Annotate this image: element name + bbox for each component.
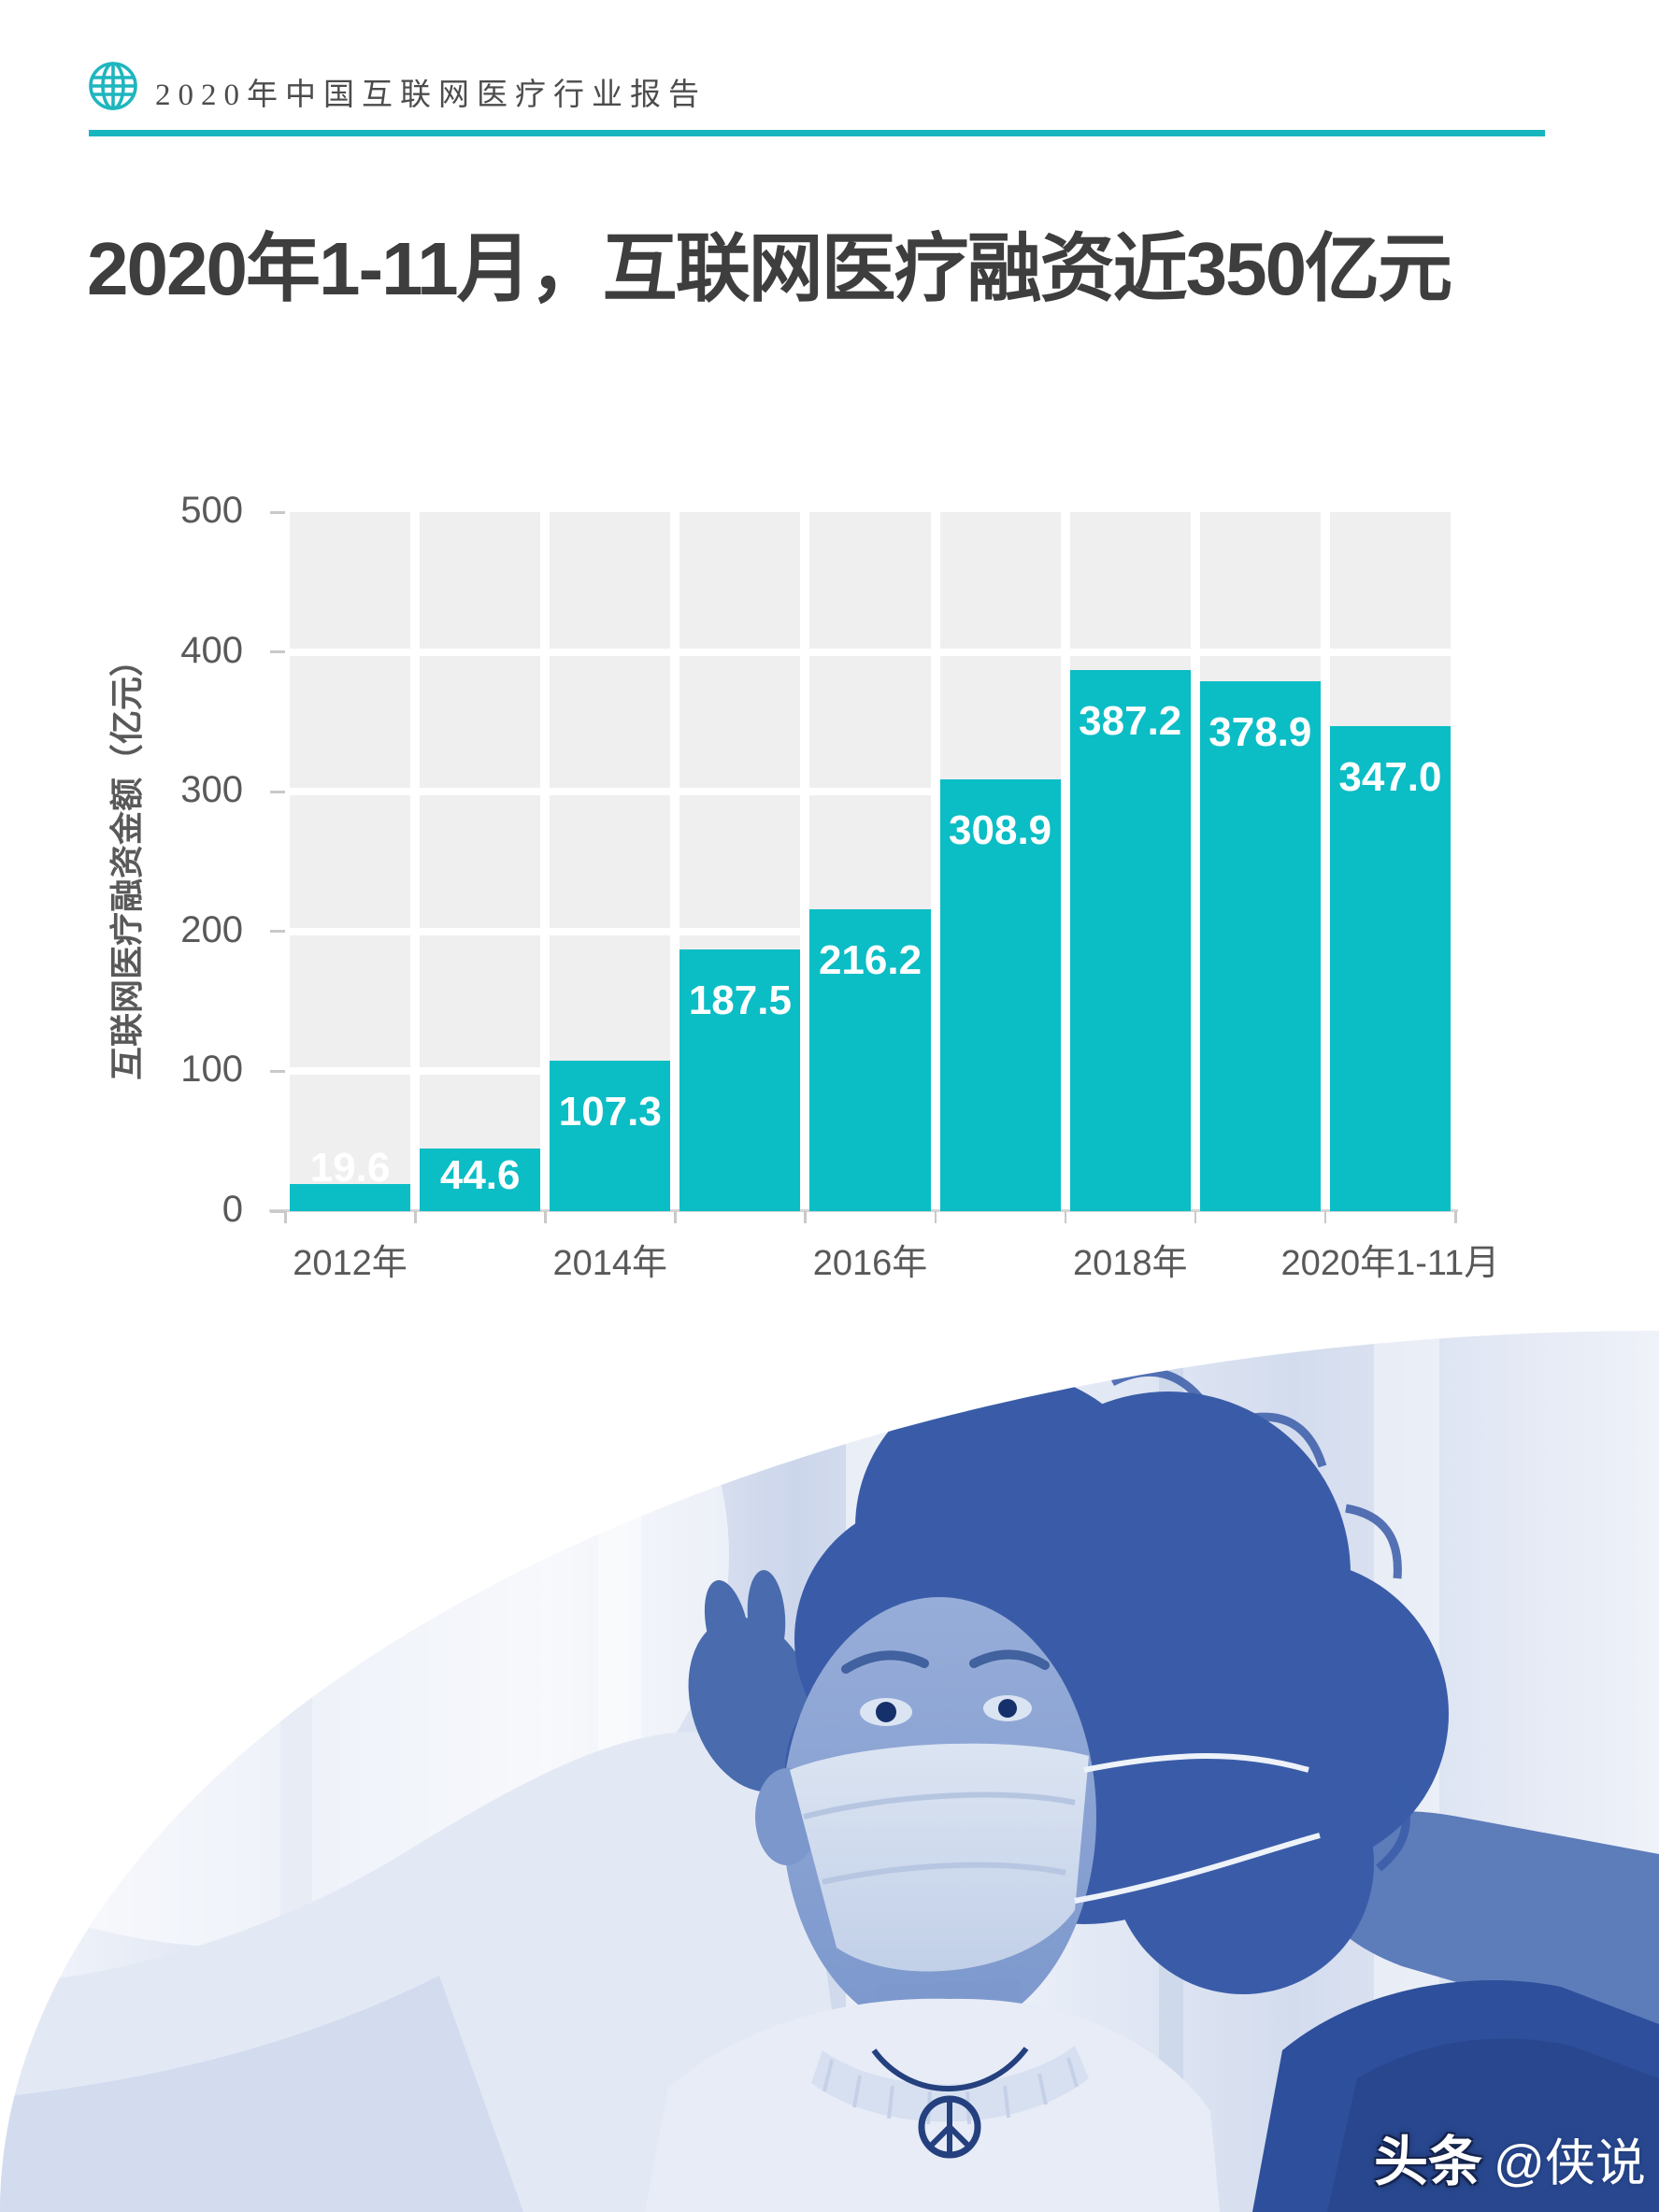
y-tick-mark: [270, 650, 285, 654]
bar-347.0: [1329, 725, 1451, 1211]
bar-187.5: [679, 949, 801, 1211]
x-tick-label: 2012年: [293, 1244, 408, 1283]
x-tick-mark: [544, 1211, 547, 1223]
x-tick-mark: [1454, 1211, 1457, 1223]
bar-19.6: [290, 1183, 411, 1211]
y-tick-mark: [270, 930, 285, 934]
x-tick-mark: [1323, 1211, 1327, 1223]
bar-387.2: [1069, 669, 1191, 1211]
y-tick-label: 400: [180, 629, 243, 671]
plot-column-background: [420, 512, 541, 1211]
bar-value-label: 44.6: [439, 1152, 521, 1199]
bar-216.2: [809, 908, 931, 1211]
bar-value-label: 308.9: [949, 806, 1052, 853]
bar-value-label: 347.0: [1338, 753, 1442, 800]
x-tick-label: 2020年1-11月: [1280, 1244, 1500, 1283]
page-title: 2020年1-11月，互联网医疗融资近350亿元: [87, 227, 1452, 310]
y-tick-mark: [270, 1069, 285, 1073]
y-tick-mark: [270, 790, 285, 793]
x-tick-mark: [1064, 1211, 1067, 1223]
y-tick-label: 100: [180, 1049, 243, 1091]
header-divider: [89, 130, 1545, 136]
y-tick-mark: [270, 510, 285, 514]
x-tick-mark: [804, 1211, 807, 1223]
y-tick-label: 200: [180, 908, 243, 950]
report-header-title: 2020年中国互联网医疗行业报告: [155, 78, 707, 112]
bar-308.9: [939, 778, 1061, 1211]
photo-illustration: [0, 1331, 1659, 2212]
bar-107.3: [550, 1061, 671, 1211]
y-gridline: [285, 788, 1455, 796]
bar-value-label: 387.2: [1079, 697, 1182, 744]
bar-value-label: 19.6: [309, 1144, 391, 1191]
x-tick-mark: [674, 1211, 677, 1223]
y-tick-label: 500: [180, 490, 243, 531]
bar-44.6: [420, 1149, 541, 1211]
x-tick-mark: [1194, 1211, 1197, 1223]
y-tick-mark: [270, 1209, 285, 1213]
photo-region: [0, 1331, 1659, 2212]
bar-value-label: 378.9: [1208, 709, 1312, 756]
bar-value-label: 216.2: [818, 936, 922, 983]
y-gridline: [285, 648, 1455, 656]
y-axis-title: 互联网医疗融资金额（亿元）: [107, 642, 146, 1081]
x-tick-label: 2016年: [812, 1244, 928, 1283]
bar-378.9: [1199, 681, 1321, 1211]
bar-value-label: 107.3: [558, 1089, 662, 1135]
bar-value-label: 187.5: [688, 977, 792, 1023]
x-tick-mark: [934, 1211, 937, 1223]
watermark-brand: 头条: [1374, 2132, 1483, 2192]
plot-column-background: [290, 512, 411, 1211]
y-tick-label: 0: [222, 1189, 243, 1230]
watermark-handle: @侠说: [1494, 2135, 1646, 2191]
x-tick-mark: [414, 1211, 417, 1223]
y-tick-label: 300: [180, 769, 243, 811]
x-tick-mark: [284, 1211, 287, 1223]
globe-icon: [89, 62, 137, 110]
x-tick-label: 2014年: [552, 1244, 668, 1283]
x-tick-label: 2018年: [1072, 1244, 1188, 1283]
watermark: 头条 @侠说: [1374, 2118, 1646, 2196]
